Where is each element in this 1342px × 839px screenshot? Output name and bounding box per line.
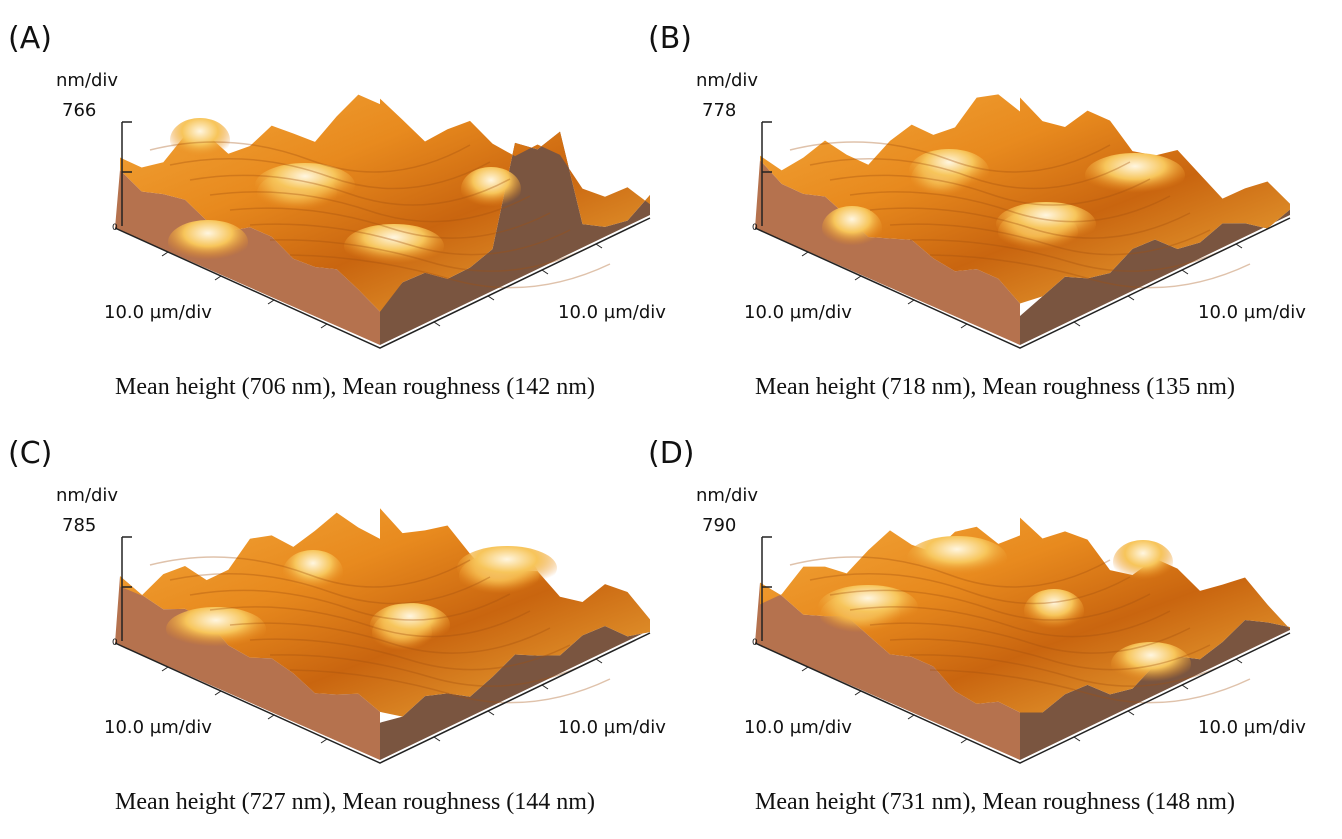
- y-tick: [1182, 270, 1188, 274]
- x-tick: [802, 252, 808, 256]
- y-axis-label: 10.0 µm/div: [1198, 302, 1306, 323]
- panel: (D)nm/div 790 0 10.0 µm/div 10.0 µm/div Mean …: [648, 436, 1306, 815]
- peak: [909, 149, 989, 193]
- y-tick: [596, 659, 602, 663]
- y-tick: [488, 711, 494, 715]
- x-tick: [961, 324, 967, 328]
- x-tick: [855, 276, 861, 280]
- x-tick: [855, 691, 861, 695]
- x-axis-label: 10.0 µm/div: [104, 302, 212, 323]
- x-tick: [908, 715, 914, 719]
- peak: [907, 536, 1007, 580]
- x-tick: [268, 300, 274, 304]
- y-tick: [596, 244, 602, 248]
- panel: (C)nm/div 785 0 10.0 µm/div 10.0 µm/div Mean …: [8, 436, 666, 815]
- y-tick: [542, 270, 548, 274]
- x-tick: [268, 715, 274, 719]
- peak: [996, 202, 1096, 246]
- panel-label: (B): [648, 21, 692, 56]
- y-axis-label: 10.0 µm/div: [558, 302, 666, 323]
- z-unit: nm/div: [56, 485, 118, 506]
- z-unit: nm/div: [696, 70, 758, 91]
- peak: [1024, 589, 1084, 633]
- caption: Mean height (718 nm), Mean roughness (13…: [755, 374, 1235, 400]
- x-tick: [321, 739, 327, 743]
- panel-label: (C): [8, 436, 52, 471]
- caption: Mean height (727 nm), Mean roughness (14…: [115, 789, 595, 815]
- x-axis-label: 10.0 µm/div: [104, 717, 212, 738]
- x-tick: [802, 667, 808, 671]
- panel: (A)nm/div 766 0 10.0 µm/div 10.0 µm/div Mean …: [8, 21, 666, 400]
- panel-label: (D): [648, 436, 695, 471]
- y-axis-label: 10.0 µm/div: [558, 717, 666, 738]
- x-tick: [215, 276, 221, 280]
- x-tick: [321, 324, 327, 328]
- caption: Mean height (731 nm), Mean roughness (14…: [755, 789, 1235, 815]
- y-tick: [1074, 737, 1080, 741]
- x-tick: [162, 667, 168, 671]
- x-axis-label: 10.0 µm/div: [744, 717, 852, 738]
- z-max: 785: [62, 515, 96, 536]
- x-tick: [961, 739, 967, 743]
- surface: [760, 94, 1290, 303]
- peak: [170, 118, 230, 162]
- peak: [1111, 642, 1191, 686]
- x-axis-label: 10.0 µm/div: [744, 302, 852, 323]
- x-tick: [908, 300, 914, 304]
- peak: [457, 546, 557, 590]
- z-zero: 0: [752, 223, 758, 233]
- y-axis-label: 10.0 µm/div: [1198, 717, 1306, 738]
- z-zero: 0: [112, 223, 118, 233]
- z-unit: nm/div: [56, 70, 118, 91]
- peak: [166, 607, 266, 651]
- z-max: 778: [702, 100, 736, 121]
- y-tick: [1074, 322, 1080, 326]
- z-max: 766: [62, 100, 96, 121]
- panel: (B)nm/div 778 0 10.0 µm/div 10.0 µm/div Mean …: [648, 21, 1306, 400]
- page: {"panels": [ {"label": "(A)", "z_unit": …: [0, 0, 1342, 839]
- panel-label: (A): [8, 21, 52, 56]
- peak: [283, 550, 343, 594]
- z-max: 790: [702, 515, 736, 536]
- z-unit: nm/div: [696, 485, 758, 506]
- z-zero: 0: [112, 638, 118, 648]
- figure: (A)nm/div766010.0 µm/div10.0 µm/divMean …: [0, 0, 1342, 839]
- y-tick: [488, 296, 494, 300]
- y-tick: [1128, 296, 1134, 300]
- x-tick: [215, 691, 221, 695]
- caption: Mean height (706 nm), Mean roughness (14…: [115, 374, 595, 400]
- peak: [1085, 153, 1185, 197]
- y-tick: [1128, 711, 1134, 715]
- peak: [822, 206, 882, 250]
- peak: [1113, 540, 1173, 584]
- y-tick: [1236, 659, 1242, 663]
- y-tick: [434, 737, 440, 741]
- y-tick: [1182, 685, 1188, 689]
- x-tick: [162, 252, 168, 256]
- y-tick: [542, 685, 548, 689]
- y-tick: [434, 322, 440, 326]
- z-zero: 0: [752, 638, 758, 648]
- y-tick: [1236, 244, 1242, 248]
